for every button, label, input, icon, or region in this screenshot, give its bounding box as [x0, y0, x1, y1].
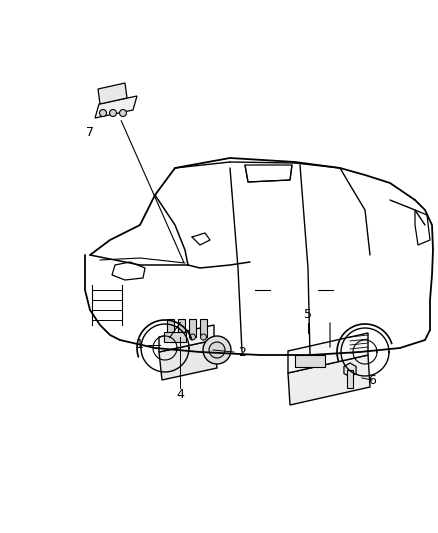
Circle shape: [179, 334, 184, 340]
Polygon shape: [288, 355, 370, 405]
Bar: [167, 319, 174, 337]
Text: 7: 7: [86, 126, 94, 140]
Circle shape: [203, 336, 231, 364]
Text: 6: 6: [368, 374, 376, 386]
Bar: [347, 370, 353, 388]
Polygon shape: [159, 325, 214, 352]
Circle shape: [99, 109, 106, 117]
Bar: [189, 319, 196, 337]
Text: 1: 1: [136, 338, 144, 351]
Circle shape: [110, 109, 117, 117]
Circle shape: [201, 334, 206, 340]
Polygon shape: [98, 83, 127, 104]
Polygon shape: [159, 340, 217, 380]
Circle shape: [209, 342, 225, 358]
Bar: [164, 332, 186, 342]
Polygon shape: [288, 333, 368, 373]
Circle shape: [167, 334, 173, 340]
Polygon shape: [344, 363, 356, 377]
Circle shape: [190, 334, 195, 340]
Text: 2: 2: [238, 345, 246, 359]
Bar: [178, 319, 185, 337]
Bar: [200, 319, 207, 337]
Text: 5: 5: [304, 309, 312, 321]
Polygon shape: [95, 96, 137, 118]
Text: 4: 4: [176, 389, 184, 401]
Bar: [295, 355, 325, 367]
Circle shape: [120, 109, 127, 117]
